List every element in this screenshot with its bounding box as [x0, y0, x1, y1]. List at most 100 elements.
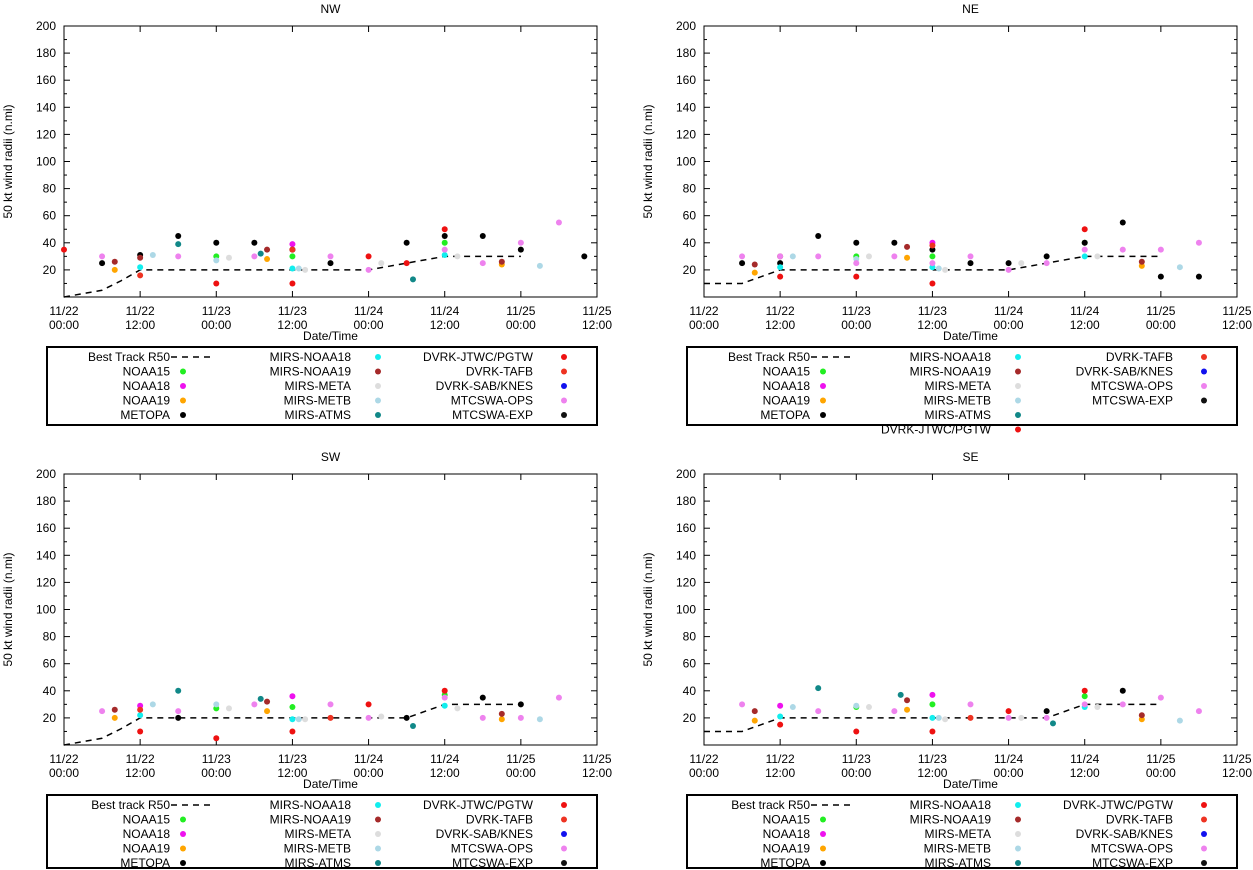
- point-noaa18: [289, 693, 296, 700]
- legend-sample-dvrk-sab-knes: [1201, 368, 1207, 375]
- legend-sample-noaa19: [180, 397, 186, 404]
- point-mtcswa-ops: [1081, 246, 1088, 253]
- legend-label-mirs-noaa18: MIRS-NOAA18: [910, 350, 992, 364]
- data-points: [61, 219, 588, 287]
- x-axis: 11/2200:0011/2212:0011/2300:0011/2312:00…: [49, 26, 612, 343]
- legend-sample-dvrk-sab-knes: [561, 831, 567, 837]
- x-tick-label-time: 12:00: [1070, 766, 1100, 780]
- legend-label-noaa19: NOAA19: [763, 842, 811, 856]
- x-tick-label-time: 00:00: [354, 766, 384, 780]
- point-dvrk-jtwc-pgtw: [213, 735, 220, 742]
- legend-sample-mirs-noaa19: [375, 368, 381, 375]
- y-tick-label: 120: [36, 575, 56, 589]
- x-tick-label-date: 11/25: [1222, 304, 1251, 318]
- x-tick-label-time: 00:00: [841, 318, 871, 332]
- legend-label-mirs-meta: MIRS-META: [925, 827, 991, 841]
- legend-label-mirs-atms: MIRS-ATMS: [285, 408, 351, 422]
- x-axis-label: Date/Time: [943, 777, 998, 791]
- legend-sample-noaa19: [820, 397, 826, 404]
- point-mtcswa-ops: [777, 253, 784, 260]
- point-dvrk-jtwc-pgtw: [777, 721, 784, 728]
- y-tick-label: 20: [683, 263, 697, 277]
- y-tick-label: 100: [676, 155, 696, 169]
- legend-sample-dvrk-sab-knes: [1201, 831, 1207, 837]
- y-tick-label: 80: [43, 182, 57, 196]
- point-dvrk-jtwc-pgtw: [777, 273, 784, 280]
- legend-sample-metopa: [180, 860, 186, 866]
- point-dvrk-jtwc-pgtw: [441, 687, 448, 694]
- legend-sample-mirs-noaa18: [1015, 354, 1021, 360]
- legend-sample-noaa18: [180, 383, 186, 389]
- point-mirs-noaa19: [1138, 258, 1145, 265]
- legend-sample-mirs-noaa18: [375, 802, 381, 808]
- x-tick-label-time: 00:00: [201, 766, 231, 780]
- legend-sample-metopa: [820, 412, 826, 418]
- legend-label-mirs-noaa19: MIRS-NOAA19: [910, 365, 992, 379]
- y-tick-label: 140: [36, 100, 56, 114]
- chart-title: NE: [962, 2, 979, 16]
- point-mirs-meta: [454, 253, 461, 260]
- x-tick-label-time: 12:00: [917, 766, 947, 780]
- point-mirs-meta: [865, 704, 872, 711]
- x-tick-label-time: 00:00: [1146, 318, 1176, 332]
- x-tick-label-time: 12:00: [917, 318, 947, 332]
- legend-label-noaa15: NOAA15: [763, 813, 811, 827]
- y-tick-label: 180: [676, 494, 696, 508]
- x-tick-label-date: 11/24: [994, 752, 1023, 766]
- point-mirs-noaa19: [498, 710, 505, 717]
- point-metopa: [517, 701, 524, 708]
- legend-label-mirs-noaa18: MIRS-NOAA18: [270, 350, 352, 364]
- point-metopa: [99, 260, 106, 267]
- legend-label-mtcswa-exp: MTCSWA-EXP: [1092, 856, 1173, 870]
- legend-label-dvrk-sab-knes: DVRK-SAB/KNES: [436, 379, 533, 393]
- x-tick-label-date: 11/22: [126, 752, 155, 766]
- x-tick-label-date: 11/22: [689, 752, 718, 766]
- chart-title: SW: [321, 450, 341, 464]
- x-tick-label-date: 11/22: [49, 304, 78, 318]
- point-noaa15: [929, 253, 936, 260]
- x-tick-label-date: 11/24: [430, 304, 459, 318]
- legend-label-mirs-atms: MIRS-ATMS: [285, 856, 351, 870]
- x-tick-label-time: 00:00: [49, 766, 79, 780]
- point-mirs-atms: [175, 241, 182, 248]
- point-dvrk-jtwc-pgtw: [289, 280, 296, 287]
- legend-label-dvrk-jtwc-pgtw: DVRK-JTWC/PGTW: [423, 350, 534, 364]
- x-tick-label-date: 11/23: [842, 304, 871, 318]
- point-mirs-noaa19: [751, 708, 758, 715]
- legend-label-noaa18: NOAA18: [123, 379, 171, 393]
- legend-label-mirs-metb: MIRS-METB: [284, 394, 351, 408]
- point-mtcswa-ops: [175, 253, 182, 260]
- point-mirs-metb: [789, 253, 796, 260]
- point-mirs-metb: [789, 704, 796, 711]
- point-mirs-meta: [1018, 714, 1025, 721]
- point-metopa: [891, 239, 898, 246]
- point-mtcswa-ops: [517, 239, 524, 246]
- point-noaa19: [751, 269, 758, 276]
- point-noaa19: [751, 717, 758, 724]
- legend-sample-mirs-noaa18: [375, 354, 381, 360]
- point-metopa: [1043, 708, 1050, 715]
- legend-label-metopa: METOPA: [760, 856, 810, 870]
- point-mtcswa-ops: [441, 694, 448, 701]
- point-noaa19: [264, 256, 271, 263]
- y-tick-label: 40: [43, 236, 57, 250]
- x-tick-label-time: 00:00: [689, 318, 719, 332]
- point-dvrk-jtwc-pgtw: [61, 246, 67, 253]
- data-points: [739, 685, 1202, 735]
- legend-label-mirs-meta: MIRS-META: [285, 827, 351, 841]
- point-mtcswa-ops: [365, 266, 372, 273]
- point-mtcswa-ops: [175, 708, 182, 715]
- legend-sample-mirs-meta: [375, 831, 381, 837]
- legend-sample-dvrk-jtwc-pgtw: [561, 802, 567, 808]
- point-mirs-metb: [1176, 717, 1183, 724]
- point-noaa18: [289, 241, 296, 248]
- legend-label-mirs-atms: MIRS-ATMS: [925, 856, 991, 870]
- point-mirs-noaa18: [777, 713, 784, 720]
- point-dvrk-jtwc-pgtw: [365, 253, 372, 260]
- legend-sample-noaa15: [180, 816, 186, 823]
- point-mirs-meta: [378, 260, 385, 267]
- point-mirs-meta: [225, 705, 232, 712]
- legend-sample-mirs-atms: [375, 860, 381, 866]
- chart-title: SE: [962, 450, 978, 464]
- point-mtcswa-ops: [853, 260, 860, 267]
